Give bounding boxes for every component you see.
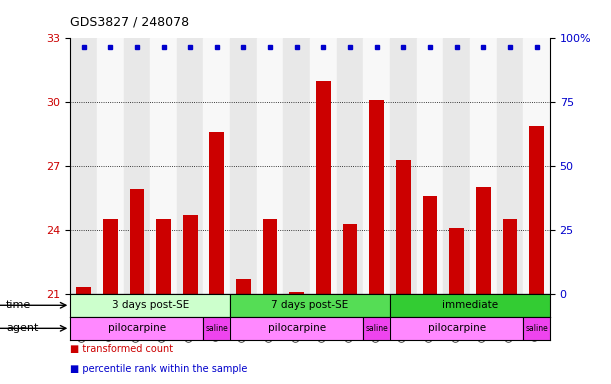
Bar bbox=[156, 219, 171, 294]
Text: ■ percentile rank within the sample: ■ percentile rank within the sample bbox=[70, 364, 247, 374]
Bar bbox=[529, 126, 544, 294]
Text: 7 days post-SE: 7 days post-SE bbox=[271, 300, 349, 310]
Text: time: time bbox=[6, 300, 31, 310]
Bar bbox=[103, 219, 117, 294]
Bar bbox=[396, 160, 411, 294]
Bar bbox=[210, 132, 224, 294]
Bar bbox=[503, 219, 518, 294]
Bar bbox=[150, 38, 177, 294]
Bar bbox=[263, 219, 277, 294]
Bar bbox=[257, 38, 284, 294]
Bar bbox=[364, 317, 390, 340]
Bar bbox=[343, 223, 357, 294]
Text: saline: saline bbox=[365, 324, 388, 333]
Bar bbox=[236, 279, 251, 294]
Bar bbox=[316, 81, 331, 294]
Bar bbox=[423, 196, 437, 294]
Bar bbox=[449, 228, 464, 294]
Bar bbox=[523, 38, 550, 294]
Text: agent: agent bbox=[6, 323, 38, 333]
Bar bbox=[290, 291, 304, 294]
Text: saline: saline bbox=[205, 324, 228, 333]
Bar bbox=[390, 38, 417, 294]
Bar bbox=[523, 317, 550, 340]
Bar bbox=[310, 38, 337, 294]
Bar bbox=[123, 38, 150, 294]
Bar bbox=[70, 317, 203, 340]
Bar bbox=[130, 189, 144, 294]
Bar bbox=[230, 294, 390, 317]
Text: GDS3827 / 248078: GDS3827 / 248078 bbox=[70, 15, 189, 28]
Bar bbox=[390, 317, 523, 340]
Text: immediate: immediate bbox=[442, 300, 498, 310]
Bar bbox=[230, 38, 257, 294]
Bar bbox=[70, 38, 97, 294]
Text: pilocarpine: pilocarpine bbox=[108, 323, 166, 333]
Bar bbox=[470, 38, 497, 294]
Bar bbox=[497, 38, 523, 294]
Text: ■ transformed count: ■ transformed count bbox=[70, 344, 174, 354]
Text: pilocarpine: pilocarpine bbox=[268, 323, 326, 333]
Bar bbox=[417, 38, 444, 294]
Bar bbox=[183, 215, 197, 294]
Bar bbox=[370, 100, 384, 294]
Bar bbox=[76, 287, 91, 294]
Text: pilocarpine: pilocarpine bbox=[428, 323, 486, 333]
Text: 3 days post-SE: 3 days post-SE bbox=[112, 300, 189, 310]
Bar bbox=[203, 317, 230, 340]
Bar bbox=[337, 38, 364, 294]
Bar bbox=[390, 294, 550, 317]
Bar bbox=[97, 38, 123, 294]
Bar bbox=[203, 38, 230, 294]
Bar bbox=[476, 187, 491, 294]
Bar bbox=[70, 294, 230, 317]
Bar bbox=[444, 38, 470, 294]
Text: saline: saline bbox=[525, 324, 548, 333]
Bar bbox=[230, 317, 364, 340]
Bar bbox=[364, 38, 390, 294]
Bar bbox=[284, 38, 310, 294]
Bar bbox=[177, 38, 203, 294]
